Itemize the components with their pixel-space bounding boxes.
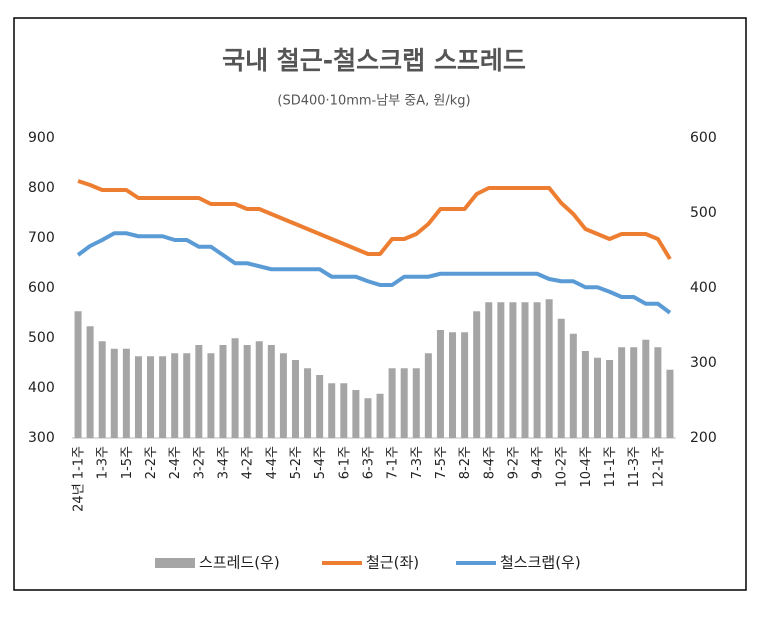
y-tick-label: 400 — [28, 380, 55, 396]
x-tick-label: 6-3주 — [361, 446, 376, 479]
bar — [618, 347, 626, 438]
bar — [267, 345, 275, 438]
chart-title: 국내 철근-철스크랩 스프레드 — [222, 46, 526, 75]
bar — [606, 360, 614, 438]
x-tick-label: 4-2주 — [241, 446, 256, 479]
x-tick-label: 7-5주 — [434, 446, 449, 479]
bar — [400, 368, 408, 438]
bar — [654, 347, 662, 438]
y2-tick-label: 600 — [690, 130, 717, 146]
bar — [219, 345, 227, 438]
x-tick-label: 11-1주 — [603, 446, 618, 488]
bar — [255, 341, 263, 438]
x-tick-label: 5-2주 — [289, 446, 304, 479]
y-tick-label: 500 — [28, 330, 55, 346]
bar — [581, 351, 589, 438]
x-tick-label: 8-2주 — [458, 446, 473, 479]
x-tick-label: 3-4주 — [217, 446, 232, 479]
bar — [630, 347, 638, 438]
x-tick-label: 7-3주 — [410, 446, 425, 479]
bar — [122, 348, 130, 438]
bar — [328, 383, 336, 438]
bar — [412, 368, 420, 438]
bar — [304, 368, 312, 438]
bar — [147, 356, 155, 438]
x-tick-label: 2-4주 — [168, 446, 183, 479]
x-tick-label: 5-4주 — [313, 446, 328, 479]
bar — [291, 360, 299, 438]
bar — [376, 393, 384, 438]
x-tick-label: 11-3주 — [627, 446, 642, 488]
bar — [74, 311, 82, 438]
bar — [593, 357, 601, 438]
bar — [134, 356, 142, 438]
bar — [642, 339, 650, 438]
legend-swatch — [155, 558, 195, 568]
bar — [388, 368, 396, 438]
line — [76, 231, 672, 315]
bar — [424, 353, 432, 438]
legend-label: 철스크랩(우) — [500, 554, 581, 572]
bar — [159, 356, 167, 438]
bar — [557, 318, 565, 438]
bar — [533, 302, 541, 438]
legend-label: 철근(좌) — [366, 554, 419, 572]
y-tick-label: 300 — [28, 430, 55, 446]
x-tick-label: 10-4주 — [579, 446, 594, 488]
x-tick-label: 1-5주 — [120, 446, 135, 479]
line — [77, 179, 672, 261]
bar — [352, 390, 360, 438]
bar — [449, 332, 457, 438]
bar — [436, 330, 444, 438]
bar — [171, 353, 179, 438]
x-tick-label: 3-2주 — [192, 446, 207, 479]
chart-frame — [13, 17, 747, 591]
bar — [473, 311, 481, 438]
bar — [98, 341, 106, 438]
bar — [485, 302, 493, 438]
bar — [195, 345, 203, 438]
bar — [364, 398, 372, 438]
bar — [243, 345, 251, 438]
bar — [497, 302, 505, 438]
bar — [279, 353, 287, 438]
y2-tick-label: 300 — [690, 355, 717, 371]
x-tick-label: 2-2주 — [144, 446, 159, 479]
x-tick-label: 12-1주 — [651, 446, 666, 488]
bar — [183, 353, 191, 438]
x-tick-label: 1-3주 — [96, 446, 111, 479]
chart-subtitle: (SD400·10mm-남부 중A, 원/kg) — [277, 94, 470, 109]
x-tick-label: 6-1주 — [337, 446, 352, 479]
legend-label: 스프레드(우) — [199, 554, 280, 572]
bar — [545, 299, 553, 438]
bar — [86, 326, 94, 438]
y-tick-label: 700 — [28, 230, 55, 246]
x-tick-label: 24년 1-1주 — [72, 446, 87, 512]
y-tick-label: 900 — [28, 130, 55, 146]
y2-tick-label: 200 — [690, 430, 717, 446]
bar — [231, 338, 239, 438]
x-tick-label: 9-2주 — [506, 446, 521, 479]
bar — [110, 348, 118, 438]
x-tick-label: 8-4주 — [482, 446, 497, 479]
bar — [461, 332, 469, 438]
bar — [340, 383, 348, 438]
bar — [316, 375, 324, 438]
y-tick-label: 800 — [28, 180, 55, 196]
bar — [207, 353, 215, 438]
y2-tick-label: 400 — [690, 280, 717, 296]
x-tick-label: 9-4주 — [531, 446, 546, 479]
x-tick-label: 7-1주 — [386, 446, 401, 479]
y2-tick-label: 500 — [690, 205, 717, 221]
x-tick-label: 4-4주 — [265, 446, 280, 479]
bar — [569, 333, 577, 438]
y-tick-label: 600 — [28, 280, 55, 296]
bar — [666, 369, 674, 438]
bar — [509, 302, 517, 438]
x-tick-label: 10-2주 — [555, 446, 570, 488]
bar — [521, 302, 529, 438]
